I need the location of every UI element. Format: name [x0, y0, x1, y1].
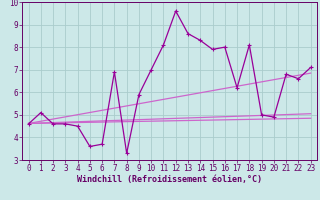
X-axis label: Windchill (Refroidissement éolien,°C): Windchill (Refroidissement éolien,°C)	[77, 175, 262, 184]
